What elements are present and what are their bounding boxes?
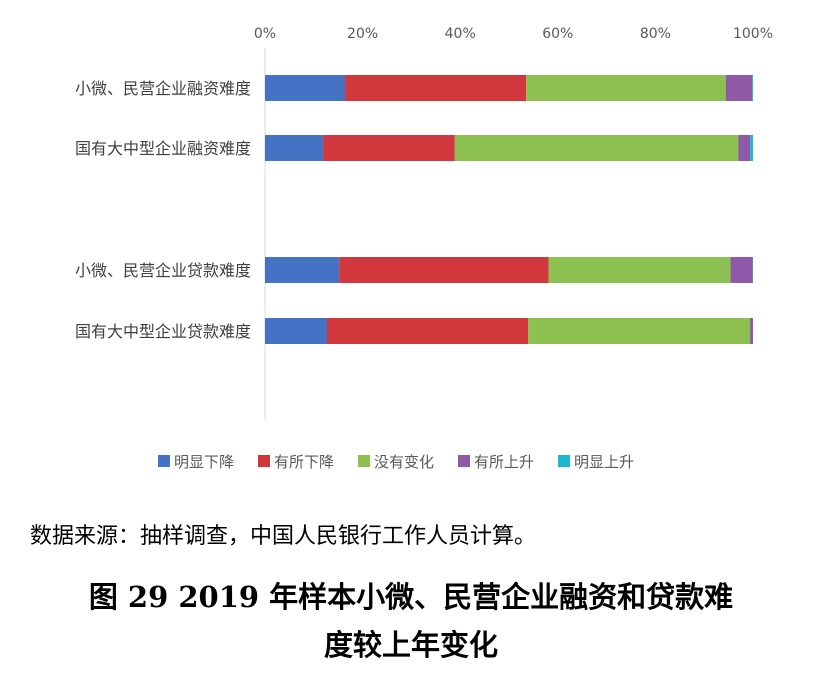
x-tick-label: 60% — [542, 26, 573, 42]
legend-label: 明显下降 — [174, 453, 234, 471]
legend-label: 有所上升 — [474, 453, 534, 471]
x-tick-label: 20% — [347, 26, 378, 42]
bar-segment — [454, 135, 739, 161]
legend-swatch — [458, 455, 470, 467]
source-note: 数据来源：抽样调查，中国人民银行工作人员计算。 — [30, 524, 537, 549]
bar-segment — [323, 135, 455, 161]
bar-segment — [265, 318, 327, 344]
bar-segment — [265, 75, 346, 101]
x-tick-label: 100% — [733, 26, 773, 42]
bar-segment — [752, 75, 753, 101]
legend-swatch — [158, 455, 170, 467]
stacked-bar-chart: 0% 20% 40% 60% 80% 100% 小微、民营企业融资难度国有大中型企业融资难度… — [75, 26, 773, 471]
legend-label: 没有变化 — [374, 453, 434, 471]
bar-segment — [750, 318, 753, 344]
bar-segment — [265, 257, 340, 283]
x-tick-label: 40% — [445, 26, 476, 42]
legend-swatch — [558, 455, 570, 467]
bar-segment — [339, 257, 549, 283]
x-tick-label: 0% — [254, 26, 276, 42]
legend-swatch — [358, 455, 370, 467]
legend-label: 明显上升 — [574, 453, 634, 471]
bar-segment — [750, 135, 753, 161]
bar-segment — [548, 257, 731, 283]
legend-label: 有所下降 — [274, 453, 334, 471]
x-tick-label: 80% — [640, 26, 671, 42]
figure-caption-line1: 图 29 2019 年样本小微、民营企业融资和贷款难 — [88, 580, 734, 614]
category-label: 小微、民营企业融资难度 — [75, 79, 251, 98]
bar-segment — [265, 135, 324, 161]
figure-caption-line2: 度较上年变化 — [323, 628, 498, 662]
bar-segment — [326, 318, 529, 344]
bar-segment — [526, 75, 726, 101]
bar-segment — [730, 257, 753, 283]
category-label: 国有大中型企业融资难度 — [75, 139, 251, 158]
category-label: 国有大中型企业贷款难度 — [75, 322, 251, 341]
bar-segment — [345, 75, 527, 101]
bar-segment — [528, 318, 751, 344]
bar-segment — [725, 75, 753, 101]
category-label: 小微、民营企业贷款难度 — [75, 261, 251, 280]
legend-swatch — [258, 455, 270, 467]
bar-segment — [738, 135, 751, 161]
